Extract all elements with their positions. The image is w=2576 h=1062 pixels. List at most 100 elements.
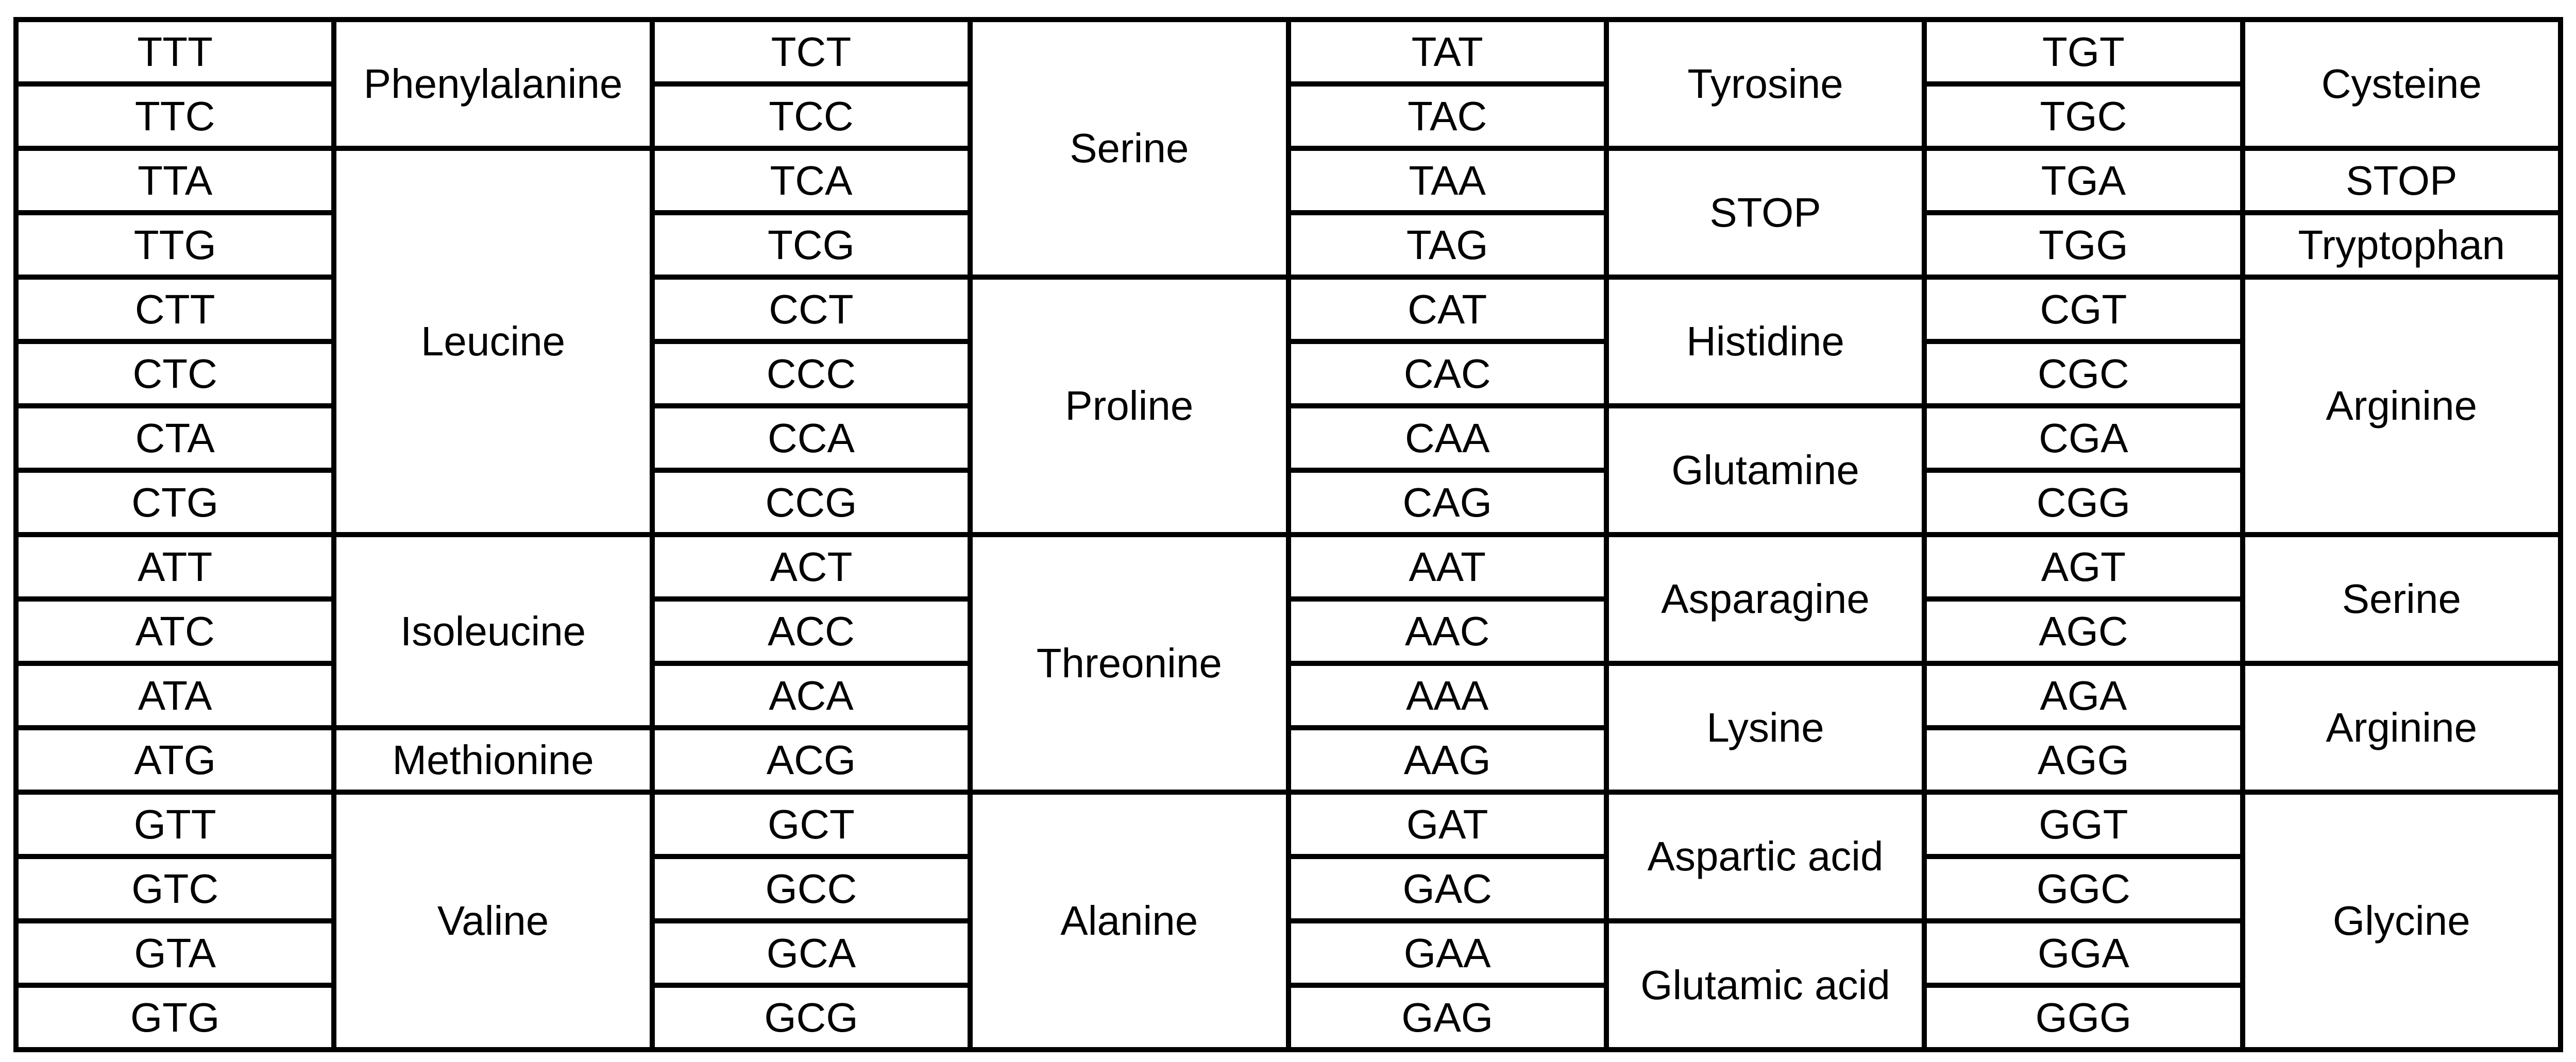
amino-acid-cell: Serine: [968, 17, 1291, 280]
codon-cell: AGG: [1922, 725, 2245, 795]
table-row: GTA GCA GAA Glutamic acid GGA: [13, 918, 2561, 1052]
table-row: GTC GCC GAC GGC: [13, 854, 2561, 923]
codon-cell: CGA: [1922, 403, 2245, 473]
codon-cell: AAA: [1285, 661, 1609, 730]
codon-cell: ATT: [13, 532, 337, 602]
codon-cell: AAG: [1285, 725, 1609, 795]
amino-acid-cell: Glutamic acid: [1603, 918, 1927, 1052]
codon-cell: TGG: [1922, 210, 2245, 280]
amino-acid-cell: STOP: [2240, 146, 2564, 215]
codon-table: TTT Phenylalanine TCT Serine TAT Tyrosine TGT C…: [13, 17, 2564, 1052]
codon-cell: CTG: [13, 468, 337, 537]
codon-cell: TGC: [1922, 81, 2245, 151]
codon-cell: TTC: [13, 81, 337, 151]
codon-cell: TTT: [13, 17, 337, 87]
amino-acid-cell: Isoleucine: [331, 532, 655, 730]
table-row: TTT Phenylalanine TCT Serine TAT Tyrosine TGT C…: [13, 17, 2564, 280]
codon-cell: GTG: [13, 983, 337, 1052]
codon-cell: ACA: [649, 661, 973, 730]
amino-acid-cell: Tryptophan: [2240, 210, 2564, 280]
codon-cell: TAA: [1285, 146, 1609, 215]
codon-cell: TGT: [1922, 17, 2245, 87]
codon-cell: AGT: [1922, 532, 2245, 602]
codon-cell: GCC: [649, 854, 973, 923]
codon-cell: GCA: [649, 918, 973, 988]
codon-cell: GTT: [13, 790, 337, 859]
codon-cell: CCG: [649, 468, 973, 537]
amino-acid-cell: Phenylalanine: [331, 17, 655, 151]
codon-cell: CAC: [1285, 339, 1609, 408]
amino-acid-cell: Arginine: [2240, 661, 2564, 795]
codon-cell: CTT: [13, 275, 337, 344]
amino-acid-cell: Histidine: [1603, 275, 1927, 408]
amino-acid-cell: Valine: [331, 790, 655, 1052]
codon-cell: TAC: [1285, 81, 1609, 151]
codon-cell: GAC: [1285, 854, 1609, 923]
codon-cell: GAA: [1285, 918, 1609, 988]
codon-cell: TTG: [13, 210, 337, 280]
codon-cell: CGC: [1922, 339, 2245, 408]
codon-cell: CTA: [13, 403, 337, 473]
codon-cell: CCA: [649, 403, 973, 473]
codon-cell: GAT: [1285, 790, 1609, 859]
codon-cell: CTC: [13, 339, 337, 408]
amino-acid-cell: Threonine: [968, 532, 1291, 795]
codon-cell: ACC: [649, 596, 973, 666]
amino-acid-cell: Serine: [2240, 532, 2564, 666]
amino-acid-cell: Cysteine: [2240, 17, 2564, 151]
codon-cell: GTC: [13, 854, 337, 923]
codon-cell: TAT: [1285, 17, 1609, 87]
amino-acid-cell: Arginine: [2240, 275, 2564, 537]
codon-cell: CCT: [649, 275, 973, 344]
codon-cell: CAT: [1285, 275, 1609, 344]
amino-acid-cell: Tyrosine: [1603, 17, 1927, 151]
codon-cell: GTA: [13, 918, 337, 988]
codon-cell: ACG: [649, 725, 973, 795]
table-row: CTA CCA CAA Glutamine CGA: [13, 403, 2561, 537]
codon-cell: ATA: [13, 661, 337, 730]
codon-cell: AAC: [1285, 596, 1609, 666]
codon-cell: GGC: [1922, 854, 2245, 923]
table-row: ATA ACA AAA Lysine AGA Arginine: [13, 661, 2564, 795]
amino-acid-cell: STOP: [1603, 146, 1927, 280]
table-row: ATT Isoleucine ACT Threonine AAT Asparagine AG…: [13, 532, 2564, 795]
codon-table-container: TTT Phenylalanine TCT Serine TAT Tyrosine TGT C…: [13, 17, 2564, 1052]
codon-cell: ACT: [649, 532, 973, 602]
codon-cell: TCA: [649, 146, 973, 215]
amino-acid-cell: Alanine: [968, 790, 1291, 1052]
table-row: CTG CCG CAG CGG: [13, 468, 2561, 537]
amino-acid-cell: Methionine: [331, 725, 655, 795]
codon-cell: CAG: [1285, 468, 1609, 537]
codon-cell: GGG: [1922, 983, 2245, 1052]
table-row: CTT CCT Proline CAT Histidine CGT Arginine: [13, 275, 2564, 537]
codon-cell: CGG: [1922, 468, 2245, 537]
table-row: ATG Methionine ACG AAG AGG: [13, 725, 2561, 795]
codon-cell: TGA: [1922, 146, 2245, 215]
codon-cell: TAG: [1285, 210, 1609, 280]
codon-cell: AGC: [1922, 596, 2245, 666]
codon-cell: CGT: [1922, 275, 2245, 344]
codon-cell: CAA: [1285, 403, 1609, 473]
codon-cell: GGT: [1922, 790, 2245, 859]
amino-acid-cell: Leucine: [331, 146, 655, 537]
table-row: TTG TCG TAG TGG Tryptophan: [13, 210, 2564, 280]
codon-cell: GGA: [1922, 918, 2245, 988]
codon-cell: GCT: [649, 790, 973, 859]
table-row: GTT Valine GCT Alanine GAT Aspartic acid GGT Gl…: [13, 790, 2564, 1052]
amino-acid-cell: Aspartic acid: [1603, 790, 1927, 923]
table-row: GTG GCG GAG GGG: [13, 983, 2561, 1052]
table-row: CTC CCC CAC CGC: [13, 339, 2561, 408]
codon-cell: CCC: [649, 339, 973, 408]
amino-acid-cell: Asparagine: [1603, 532, 1927, 666]
codon-cell: TTA: [13, 146, 337, 215]
amino-acid-cell: Glycine: [2240, 790, 2564, 1052]
codon-cell: TCG: [649, 210, 973, 280]
codon-cell: AAT: [1285, 532, 1609, 602]
table-row: TTC TCC TAC TGC: [13, 81, 2561, 151]
codon-cell: ATC: [13, 596, 337, 666]
codon-cell: GCG: [649, 983, 973, 1052]
amino-acid-cell: Glutamine: [1603, 403, 1927, 537]
codon-cell: GAG: [1285, 983, 1609, 1052]
codon-cell: TCC: [649, 81, 973, 151]
